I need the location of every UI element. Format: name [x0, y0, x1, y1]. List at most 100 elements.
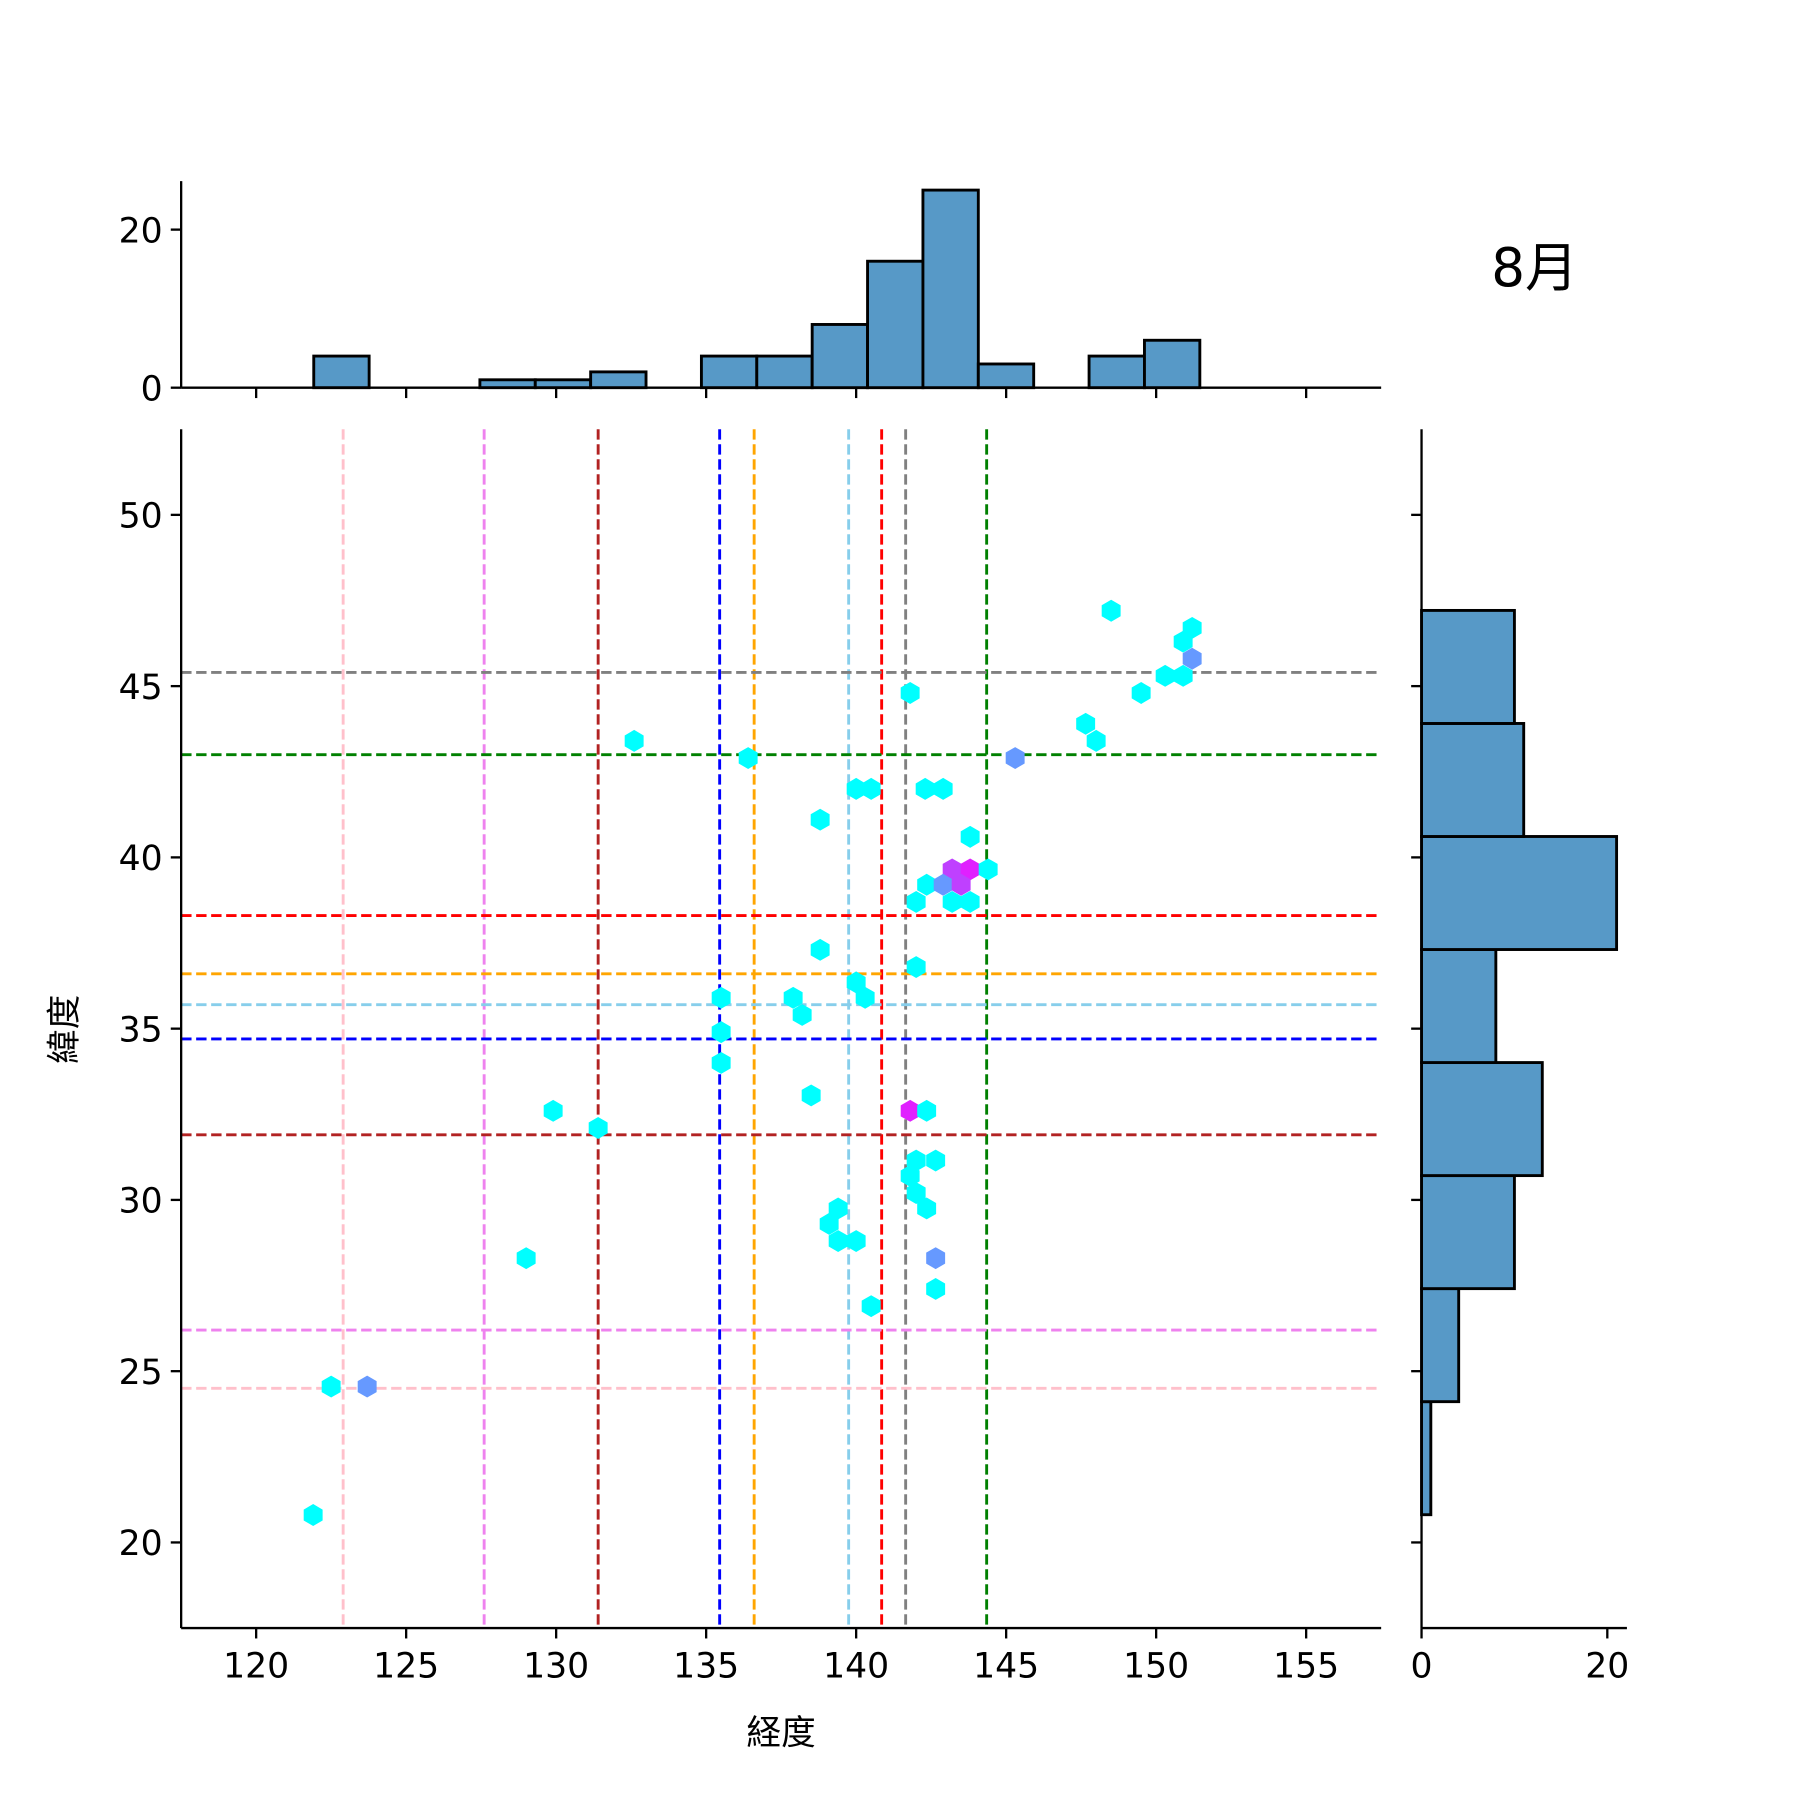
y-tick-label: 25: [119, 1353, 163, 1393]
hexbin-cell: [900, 1099, 920, 1122]
histogram-bar: [866, 259, 925, 390]
histogram-bar: [921, 188, 980, 390]
hexbin-cell: [1155, 664, 1175, 687]
y-tick-label: 45: [119, 668, 163, 708]
hexbin-cell: [942, 858, 962, 881]
histogram-bar: [1420, 1174, 1516, 1291]
hexbin-cell: [906, 1182, 926, 1205]
histogram-bar: [1143, 338, 1202, 390]
hexbin-cell: [1131, 682, 1151, 704]
hexbin-cell: [303, 1504, 323, 1526]
hexbin-cell: [792, 1003, 812, 1026]
histogram-bar: [810, 323, 869, 390]
hexbin-cell: [810, 808, 830, 831]
hexbin-cell: [861, 1295, 881, 1318]
hexbin-cell: [801, 1084, 821, 1107]
x-tick-label: 145: [973, 1647, 1039, 1687]
hexbin-cell: [1076, 712, 1096, 735]
histogram-bar: [1420, 835, 1619, 951]
histogram-bar: [589, 370, 648, 390]
hexbin-cell: [588, 1117, 608, 1139]
y-tick-label: 40: [119, 839, 163, 879]
hexbin-cell: [1005, 747, 1025, 770]
hexbin-cell: [321, 1375, 341, 1398]
x-tick-label: 155: [1273, 1647, 1339, 1687]
x-axis-label: 経度: [747, 1714, 816, 1754]
histogram-bar: [1420, 948, 1498, 1065]
hexbin-cell: [516, 1247, 536, 1270]
histogram-bar: [533, 378, 593, 390]
hexbin-layer: [303, 599, 1202, 1526]
hexbin-cell: [926, 1278, 946, 1300]
axes: 120 125 130 135 140 145 150 155 20 25 30 35 40 45 50 0 2…: [119, 181, 1629, 1687]
hexbin-cell: [846, 777, 866, 800]
x-tick-label: 125: [373, 1647, 439, 1687]
hexbin-cell: [738, 747, 758, 770]
hexbin-cell: [933, 777, 953, 800]
histogram-bar: [312, 354, 371, 390]
histogram-bar: [1420, 1400, 1433, 1517]
hexbin-cell: [917, 1099, 937, 1122]
x-tick-label: 130: [523, 1647, 589, 1687]
histogram-bar: [699, 354, 759, 390]
hexbin-cell: [933, 873, 953, 896]
histogram-bar: [1420, 722, 1526, 838]
histogram-bar: [976, 362, 1036, 390]
histogram-bar: [1420, 1287, 1461, 1404]
hexbin-cell: [783, 986, 803, 1009]
hexbin-cell: [846, 971, 866, 994]
hexbin-cell: [926, 1149, 946, 1172]
top-hist-y-tick-label: 20: [119, 211, 163, 251]
hexbin-cell: [828, 1197, 848, 1220]
y-tick-label: 50: [119, 497, 163, 537]
hexbin-cell: [1173, 664, 1193, 687]
hexbin-cell: [906, 891, 926, 913]
right-hist-x-tick-label: 0: [1411, 1647, 1433, 1687]
right-hist-x-tick-label: 20: [1585, 1647, 1629, 1687]
hexbin-cell: [846, 1230, 866, 1253]
hexbin-cell: [951, 873, 971, 896]
longitude-histogram: [312, 188, 1202, 390]
x-tick-label: 140: [823, 1647, 889, 1687]
hexbin-cell: [960, 891, 980, 913]
hexbin-cell: [1086, 729, 1106, 752]
hexbin-cell: [828, 1230, 848, 1253]
hexbin-cell: [906, 956, 926, 978]
hexbin-cell: [357, 1375, 377, 1398]
x-tick-label: 135: [673, 1647, 739, 1687]
histogram-bar: [1087, 354, 1146, 390]
hexbin-cell: [711, 1051, 731, 1074]
hexbin-cell: [960, 825, 980, 848]
hexbin-cell: [1173, 630, 1193, 653]
histogram-bar: [478, 378, 537, 390]
chart-title: 8月: [1491, 237, 1578, 299]
hexbin-cell: [861, 777, 881, 800]
histogram-bar: [1420, 1061, 1544, 1178]
hexbin-cell: [810, 938, 830, 961]
top-hist-y-tick-label: 0: [141, 369, 163, 409]
hexbin-cell: [926, 1247, 946, 1270]
hexbin-cell: [855, 986, 875, 1009]
y-tick-label: 35: [119, 1010, 163, 1050]
hexbin-cell: [1182, 647, 1202, 670]
hexbin-cell: [819, 1212, 839, 1235]
hexbin-cell: [900, 1164, 920, 1187]
y-tick-label: 30: [119, 1182, 163, 1222]
hexbin-cell: [711, 986, 731, 1009]
y-tick-label: 20: [119, 1524, 163, 1564]
x-tick-label: 150: [1123, 1647, 1189, 1687]
hexbin-cell: [1101, 599, 1121, 622]
hexbin-cell: [543, 1099, 563, 1122]
hexbin-cell: [915, 777, 935, 800]
reference-lines: [181, 429, 1382, 1629]
histogram-bar: [1420, 608, 1516, 725]
hexbin-cell: [917, 873, 937, 896]
y-axis-label: 緯度: [45, 995, 85, 1064]
hexbin-cell: [900, 682, 920, 704]
histogram-bar: [755, 354, 814, 390]
hexbin-cell: [978, 858, 998, 881]
x-tick-label: 120: [223, 1647, 289, 1687]
hexbin-cell: [711, 1021, 731, 1044]
hexbin-cell: [960, 858, 980, 881]
